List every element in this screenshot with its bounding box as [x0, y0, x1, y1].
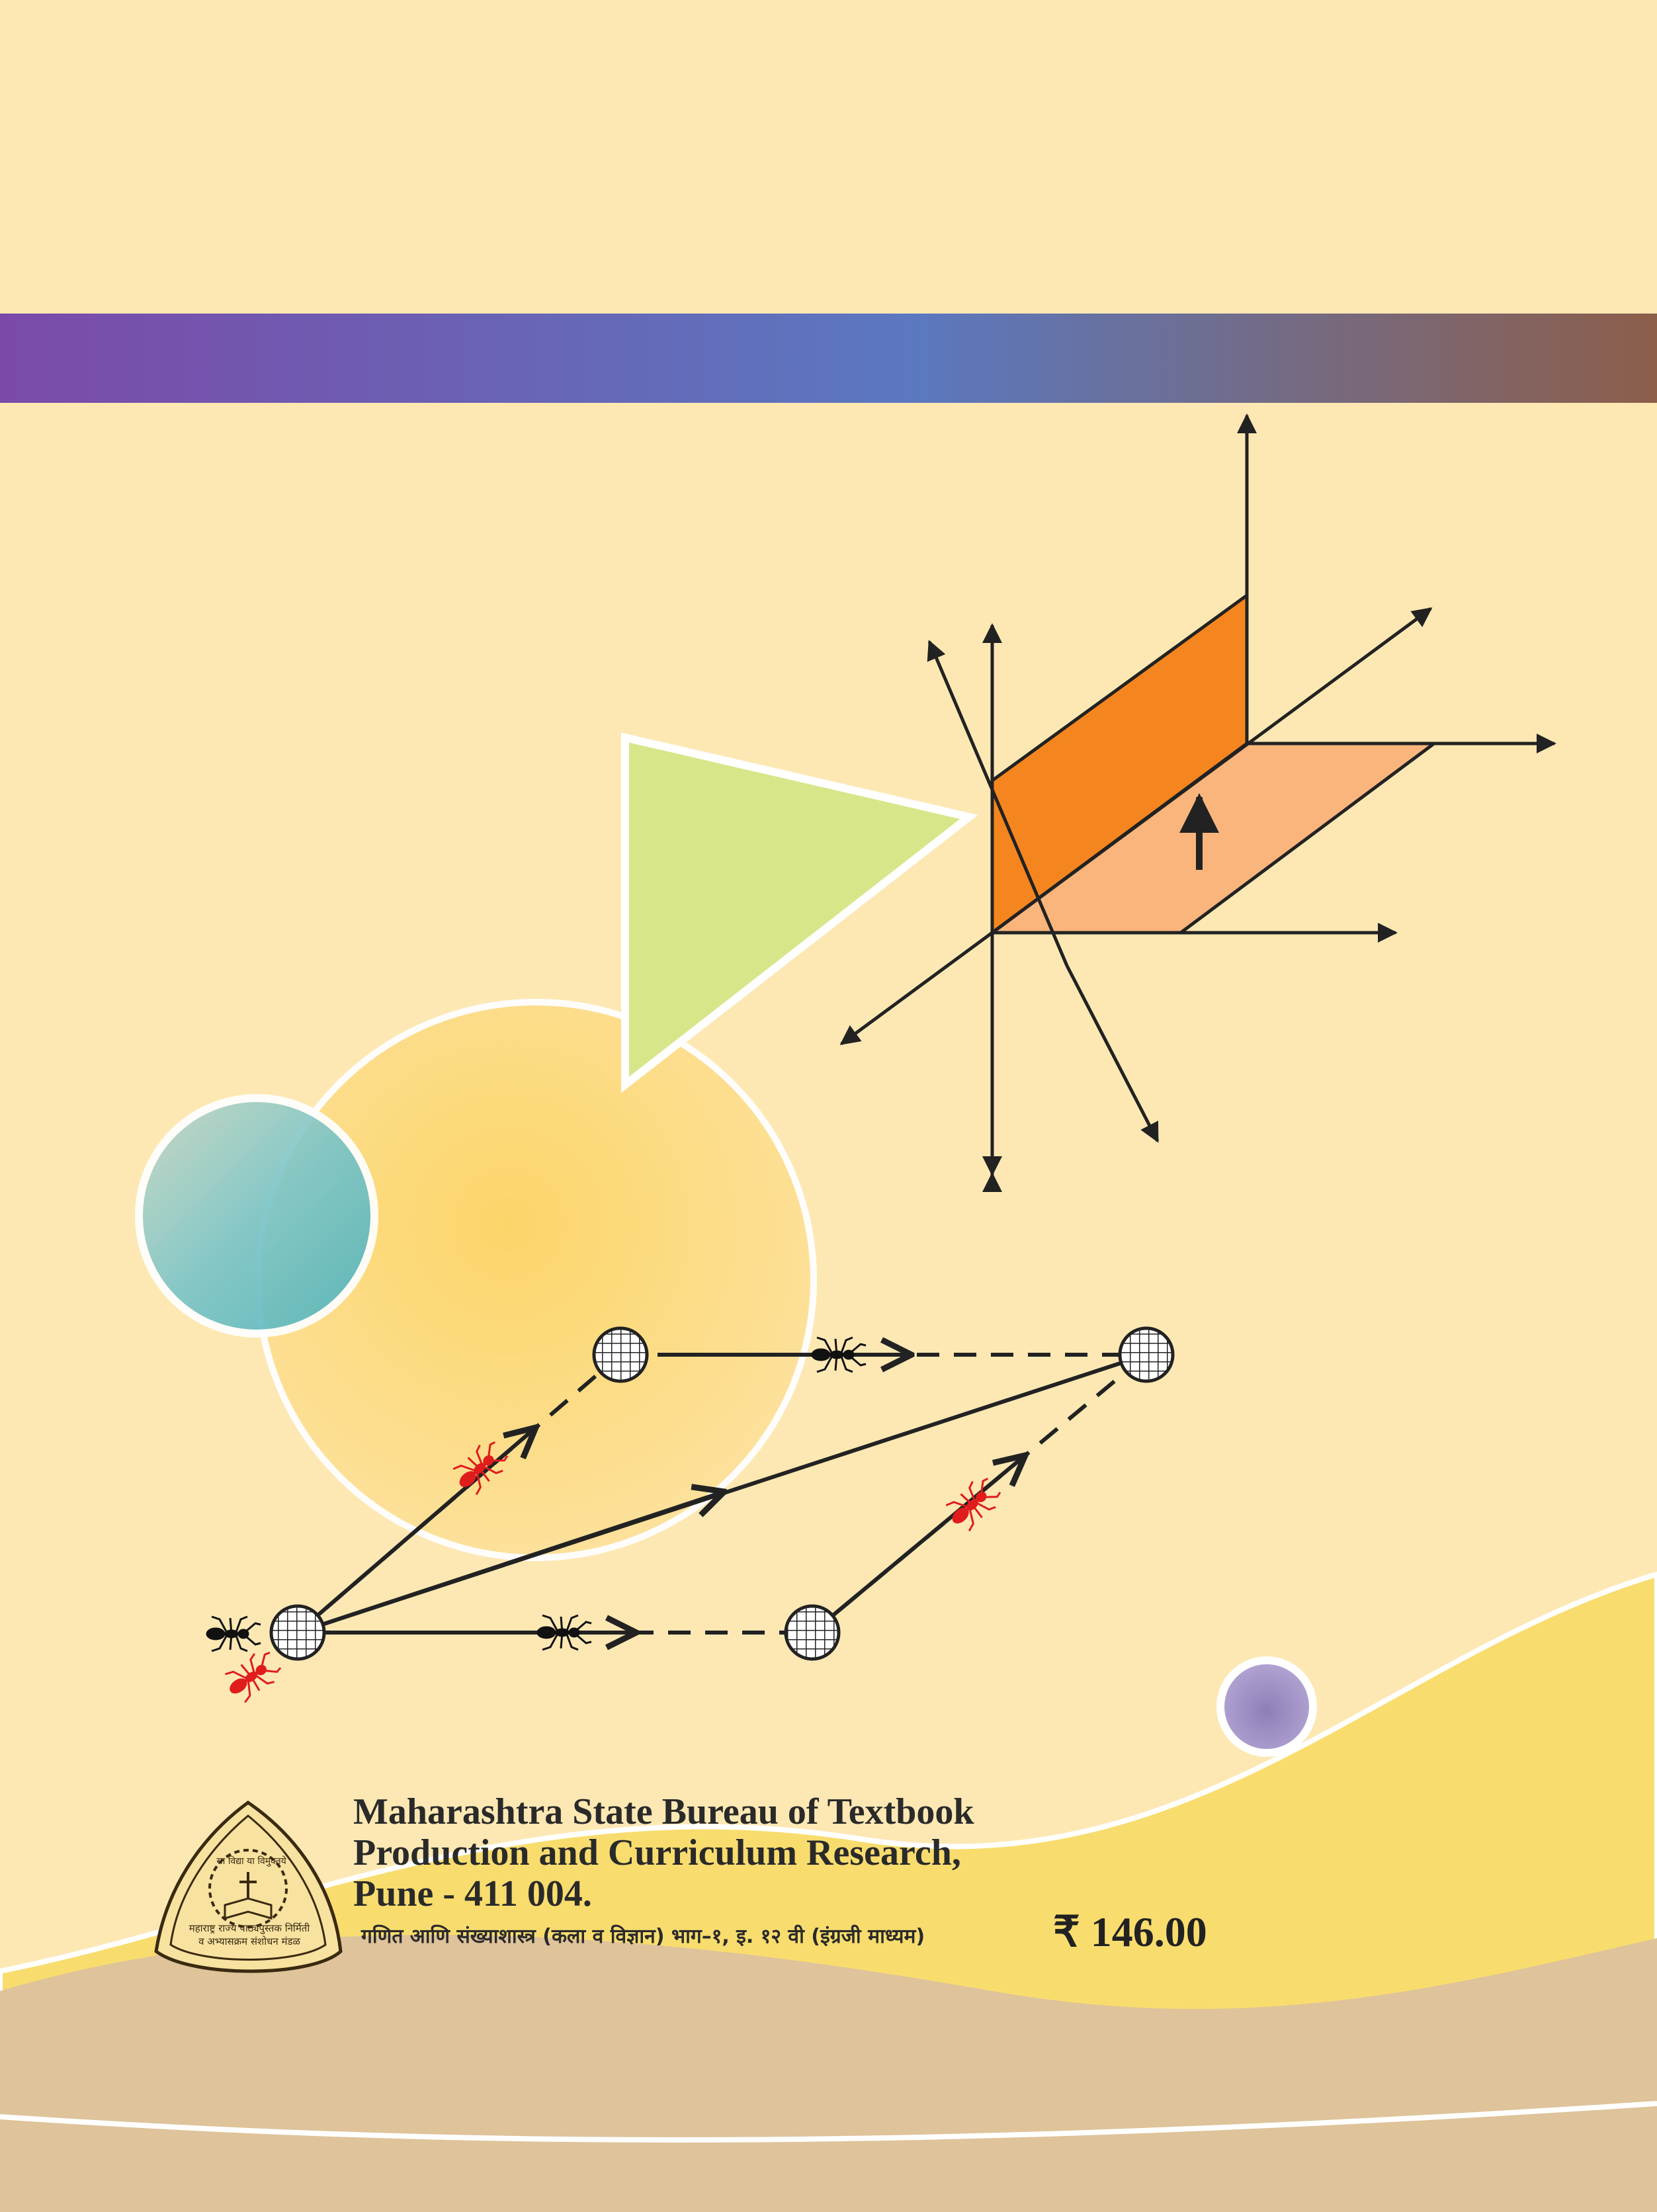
- teal-circle: [135, 1094, 378, 1338]
- green-triangle: [621, 732, 978, 1093]
- emblem-motto: सा विद्या या विमुक्तये: [216, 1856, 286, 1867]
- emblem-org-line-1: महाराष्ट्र राज्य पाठ्यपुस्तक निर्मिती: [189, 1922, 310, 1934]
- publisher-name-line-2: Production and Curriculum Research,: [353, 1832, 961, 1873]
- color-band: [0, 314, 1657, 403]
- publisher-emblem: [154, 1800, 343, 1973]
- red-ant: [220, 1644, 286, 1707]
- book-title-marathi: गणित आणि संख्याशास्त्र (कला व विज्ञान) भ…: [361, 1925, 925, 1948]
- emblem-org-line-2: व अभ्यासक्रम संशोधन मंडळ: [198, 1936, 300, 1947]
- wave-tan: [0, 1934, 1657, 2212]
- grid-nodes: [269, 1326, 1175, 1661]
- publisher-name-line-1: Maharashtra State Bureau of Textbook: [353, 1791, 974, 1832]
- black-ant: [205, 1615, 262, 1652]
- vector-paths: [296, 1355, 1148, 1633]
- price-label: ₹ 146.00: [1053, 1908, 1207, 1955]
- emblem-organization: महाराष्ट्र राज्य पाठ्यपुस्तक निर्मिती व …: [153, 1922, 345, 1948]
- publisher-address: Pune - 411 004.: [353, 1873, 592, 1914]
- planes-diagram: [839, 413, 1556, 1192]
- purple-circle: [1216, 1656, 1317, 1757]
- wave-white-line: [0, 2101, 1657, 2143]
